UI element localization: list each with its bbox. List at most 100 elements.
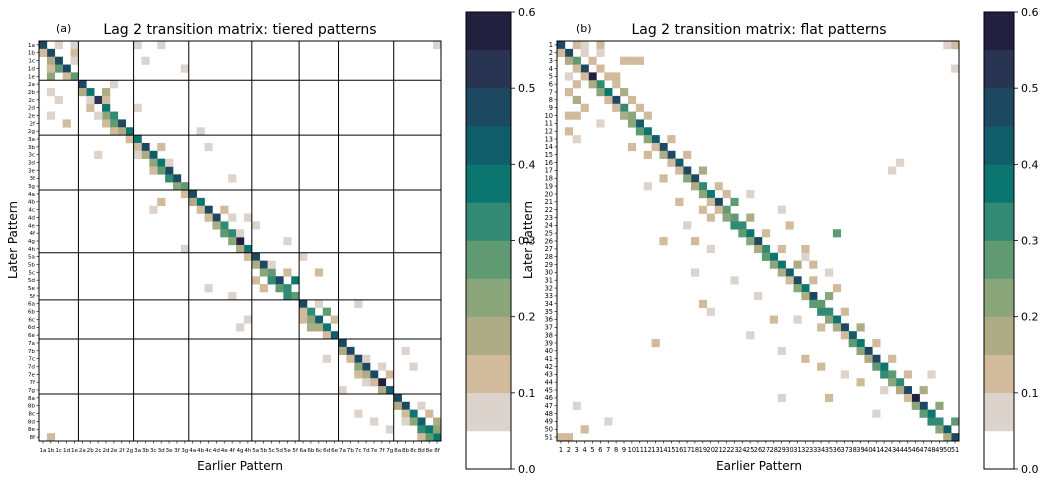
b-cell-184 [880,386,889,395]
a-xtick-label-11: 2g [126,448,134,454]
a-ytick-label-3: 1d [28,66,36,72]
b-ytick-label-30: 31 [545,277,553,285]
b-cell-162 [683,221,692,230]
a-xtick-label-33: 6a [300,448,307,454]
b-cell-147 [596,119,605,128]
b-cell-50 [951,433,960,442]
a-cell-13 [141,142,150,152]
a-cell-151 [204,284,213,293]
b-cell-25 [754,237,763,246]
a-cell-91 [220,229,229,238]
cbar-a-segment-11 [466,12,511,51]
b-cell-195 [825,268,834,277]
b-cell-108 [627,95,637,105]
b-cell-183 [856,378,865,387]
a-ytick-label-11: 2g [28,129,36,135]
b-cell-130 [580,41,589,50]
b-cell-188 [604,417,613,426]
a-cell-71 [102,95,111,105]
a-cell-98 [251,260,260,269]
b-cell-120 [809,276,818,285]
b-cell-115 [730,197,739,206]
a-cell-23 [220,221,229,230]
a-xtick-label-36: 6d [323,448,331,454]
a-cell-16 [165,166,174,175]
b-xtick-label-12: 13 [651,446,659,454]
b-ytick-label-48: 49 [545,418,553,426]
b-cell-110 [643,111,652,120]
b-cell-135 [620,56,629,65]
a-ytick-label-20: 4b [28,200,36,206]
a-cell-59 [70,48,79,57]
b-ytick-label-44: 45 [545,386,553,394]
b-cell-160 [777,205,786,214]
b-cell-68 [691,182,700,191]
a-cell-26 [243,244,253,254]
b-cell-145 [564,111,574,120]
b-cell-78 [769,260,778,269]
b-cell-7 [612,95,621,105]
cbar-a-tick-label-0: 0.0 [518,463,536,476]
a-cell-143 [62,119,71,128]
b-cell-84 [817,307,826,316]
a-cell-25 [236,237,245,246]
a-cell-163 [46,433,56,442]
a-cell-161 [370,417,379,426]
b-cell-155 [643,182,652,191]
b-cell-60 [627,119,637,128]
b-ytick-label-24: 25 [545,229,553,237]
panel-a-label: (a) [56,22,71,35]
b-cell-32 [809,291,818,301]
a-xtick-label-27: 5a [252,448,259,454]
a-ytick-label-23: 4e [28,223,36,229]
b-cell-75 [746,237,755,246]
b-cell-41 [880,362,889,371]
b-cell-29 [785,268,794,277]
b-ytick-label-35: 36 [545,316,553,324]
a-cell-30 [275,276,284,285]
a-ytick-label-1: 1b [28,51,36,57]
panel-a-group-lines [39,41,441,441]
a-xtick-label-34: 6b [307,448,315,454]
b-ytick-label-5: 6 [549,80,553,88]
a-cell-52 [46,56,56,65]
b-ytick-label-3: 4 [549,65,553,73]
a-xtick-label-42: 7e [370,448,378,454]
b-cell-157 [746,190,755,199]
a-cell-107 [251,276,260,285]
panel-a-title: Lag 2 transition matrix: tiered patterns [103,22,376,38]
a-cell-90 [212,221,221,230]
a-ytick-label-26: 4h [28,247,36,253]
b-cell-55 [588,80,597,89]
a-cell-114 [322,307,331,316]
a-cell-5 [78,80,87,89]
b-cell-193 [927,370,936,379]
a-xtick-label-39: 7b [347,448,355,454]
a-ytick-label-13: 3b [28,145,36,151]
b-xtick-label-44: 45 [904,446,912,454]
b-cell-104 [596,64,605,73]
b-cell-122 [840,307,849,316]
a-xtick-label-1: 1b [47,448,55,454]
b-cell-191 [564,433,574,442]
a-cell-82 [165,158,174,167]
b-cell-158 [675,197,684,206]
a-ytick-label-34: 6b [28,310,36,316]
b-cell-161 [706,213,715,222]
b-cell-197 [801,244,810,254]
b-cell-185 [825,393,834,403]
b-cell-37 [848,331,857,340]
panel-b-title: Lag 2 transition matrix: flat patterns [631,22,886,38]
b-cell-169 [691,268,700,277]
a-cell-156 [401,346,410,356]
a-cell-162 [385,425,394,434]
b-cell-112 [683,150,692,159]
b-cell-74 [738,229,747,238]
b-ytick-label-40: 41 [545,355,553,363]
a-cell-85 [157,142,166,152]
b-cell-65 [667,158,676,167]
a-cell-48 [417,417,426,426]
a-cell-55 [46,72,56,81]
b-cell-149 [572,135,581,144]
b-cell-79 [777,268,786,277]
